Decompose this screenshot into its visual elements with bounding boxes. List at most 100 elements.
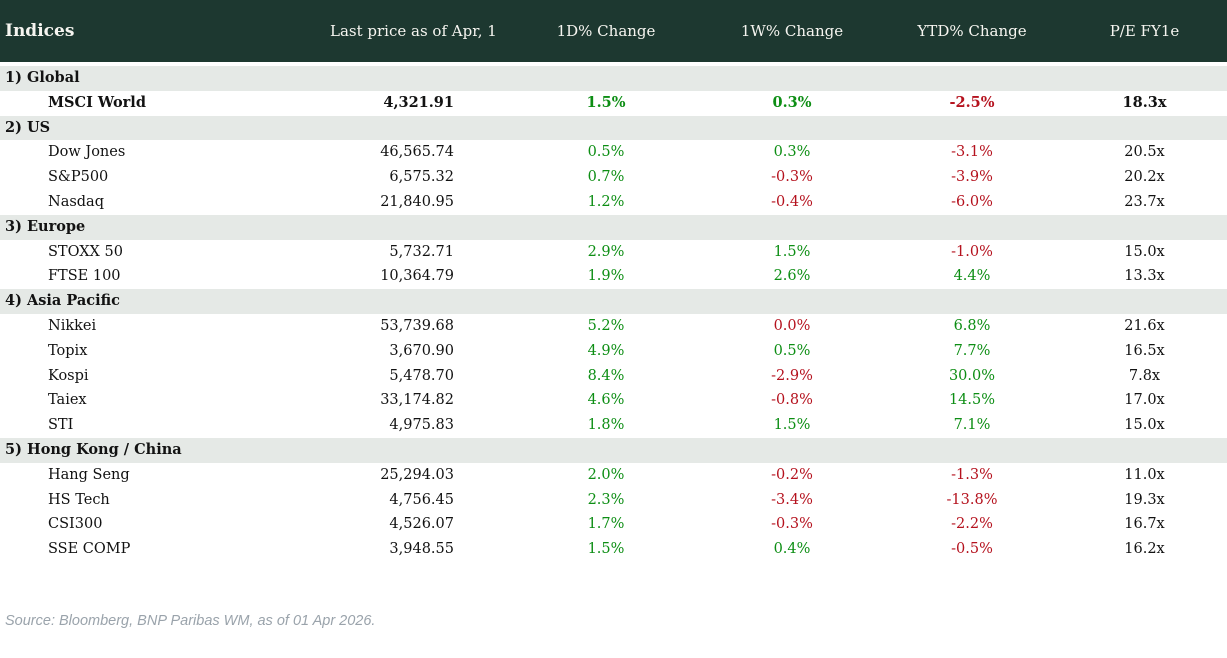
- 1w-change-cell: -0.2%: [771, 466, 813, 483]
- ytd-change-cell: -3.9%: [951, 169, 993, 186]
- table-row: FTSE 100 10,364.79 1.9% 2.6% 4.4% 13.3x: [0, 264, 1227, 290]
- index-name-cell: S&P500: [48, 169, 109, 186]
- col-header-1w-change: 1W% Change: [740, 22, 844, 40]
- indices-table: Indices Last price as of Apr, 1 1D% Chan…: [0, 0, 1227, 562]
- last-price-cell: 4,975.83: [389, 417, 454, 434]
- ytd-change-cell: 7.7%: [953, 342, 991, 359]
- last-price-cell: 5,478.70: [389, 367, 454, 384]
- pe-cell: 15.0x: [1124, 417, 1165, 434]
- ytd-change-cell: 30.0%: [948, 367, 996, 384]
- table-body: 1) Global MSCI World 4,321.91 1.5% 0.3% -2.5%…: [0, 66, 1227, 562]
- ytd-change-cell: 4.4%: [953, 268, 991, 285]
- table-header: Indices Last price as of Apr, 1 1D% Chan…: [0, 0, 1227, 62]
- 1w-change-cell: -0.4%: [771, 193, 813, 210]
- 1d-change-cell: 1.2%: [587, 193, 625, 210]
- last-price-cell: 10,364.79: [380, 268, 454, 285]
- col-header-1d-change: 1D% Change: [556, 22, 656, 40]
- table-row: Taiex 33,174.82 4.6% -0.8% 14.5% 17.0x: [0, 388, 1227, 414]
- ytd-change-cell: -1.0%: [951, 243, 993, 260]
- 1w-change-cell: -2.9%: [771, 367, 813, 384]
- pe-cell: 23.7x: [1124, 193, 1165, 210]
- pe-cell: 16.2x: [1124, 541, 1165, 558]
- last-price-cell: 3,670.90: [389, 342, 454, 359]
- source-note: Source: Bloomberg, BNP Paribas WM, as of…: [5, 612, 376, 629]
- pe-cell: 18.3x: [1122, 93, 1167, 111]
- 1d-change-cell: 1.9%: [587, 268, 625, 285]
- last-price-cell: 25,294.03: [380, 466, 454, 483]
- table-row: S&P500 6,575.32 0.7% -0.3% -3.9% 20.2x: [0, 165, 1227, 190]
- pe-cell: 13.3x: [1124, 268, 1165, 285]
- 1w-change-cell: -3.4%: [771, 491, 813, 508]
- index-name-cell: STOXX 50: [48, 243, 123, 260]
- last-price-cell: 6,575.32: [389, 169, 454, 186]
- section-label: 4) Asia Pacific: [5, 292, 120, 310]
- table-row: Nikkei 53,739.68 5.2% 0.0% 6.8% 21.6x: [0, 313, 1227, 339]
- pe-cell: 7.8x: [1128, 367, 1161, 384]
- 1w-change-cell: 2.6%: [773, 268, 811, 285]
- 1w-change-cell: 0.3%: [773, 144, 811, 161]
- 1w-change-cell: -0.8%: [771, 392, 813, 409]
- last-price-cell: 21,840.95: [380, 193, 454, 210]
- 1d-change-cell: 0.5%: [587, 144, 625, 161]
- section-row: 4) Asia Pacific: [0, 289, 1227, 314]
- col-header-ytd-change: YTD% Change: [917, 22, 1027, 40]
- last-price-cell: 4,756.45: [389, 491, 454, 508]
- table-row: STI 4,975.83 1.8% 1.5% 7.1% 15.0x: [0, 413, 1227, 438]
- section-label: 1) Global: [5, 69, 80, 86]
- section-row: 1) Global: [0, 66, 1227, 91]
- last-price-cell: 4,526.07: [389, 516, 454, 533]
- index-name-cell: Taiex: [48, 392, 87, 409]
- table-row: Dow Jones 46,565.74 0.5% 0.3% -3.1% 20.5x: [0, 140, 1227, 166]
- section-label: 5) Hong Kong / China: [5, 440, 182, 458]
- index-name-cell: STI: [48, 417, 74, 434]
- 1d-change-cell: 1.5%: [586, 93, 626, 111]
- 1w-change-cell: 0.4%: [773, 541, 811, 558]
- ytd-change-cell: -0.5%: [951, 541, 993, 558]
- index-name-cell: Nasdaq: [48, 193, 104, 210]
- ytd-change-cell: 14.5%: [948, 392, 996, 409]
- table-row: Hang Seng 25,294.03 2.0% -0.2% -1.3% 11.0x: [0, 462, 1227, 488]
- 1d-change-cell: 1.5%: [587, 541, 625, 558]
- ytd-change-cell: -3.1%: [951, 144, 993, 161]
- ytd-change-cell: -13.8%: [946, 491, 998, 508]
- table-row: CSI300 4,526.07 1.7% -0.3% -2.2% 16.7x: [0, 512, 1227, 538]
- index-name-cell: Nikkei: [48, 317, 97, 334]
- table-row: STOXX 50 5,732.71 2.9% 1.5% -1.0% 15.0x: [0, 239, 1227, 265]
- table-row: HS Tech 4,756.45 2.3% -3.4% -13.8% 19.3x: [0, 487, 1227, 513]
- 1d-change-cell: 0.7%: [587, 169, 625, 186]
- 1d-change-cell: 1.7%: [587, 516, 625, 533]
- 1d-change-cell: 2.0%: [587, 466, 625, 483]
- section-row: 5) Hong Kong / China: [0, 437, 1227, 463]
- table-row: Kospi 5,478.70 8.4% -2.9% 30.0% 7.8x: [0, 363, 1227, 389]
- index-name-cell: FTSE 100: [48, 268, 121, 285]
- index-name-cell: MSCI World: [48, 93, 146, 111]
- pe-cell: 21.6x: [1124, 317, 1165, 334]
- last-price-cell: 53,739.68: [380, 317, 454, 334]
- 1w-change-cell: 1.5%: [773, 417, 811, 434]
- last-price-cell: 5,732.71: [389, 243, 454, 260]
- pe-cell: 19.3x: [1124, 491, 1165, 508]
- index-name-cell: SSE COMP: [48, 541, 131, 558]
- section-row: 2) US: [0, 115, 1227, 141]
- section-label: 3) Europe: [5, 217, 86, 235]
- index-name-cell: Dow Jones: [48, 144, 126, 161]
- index-name-cell: Kospi: [48, 367, 89, 384]
- table-title: Indices: [5, 21, 75, 41]
- table-row: Topix 3,670.90 4.9% 0.5% 7.7% 16.5x: [0, 338, 1227, 364]
- ytd-change-cell: -1.3%: [951, 466, 993, 483]
- pe-cell: 17.0x: [1124, 392, 1165, 409]
- last-price-cell: 46,565.74: [380, 144, 454, 161]
- index-name-cell: HS Tech: [48, 491, 110, 508]
- ytd-change-cell: -2.2%: [951, 516, 993, 533]
- pe-cell: 16.5x: [1124, 342, 1165, 359]
- table-row: MSCI World 4,321.91 1.5% 0.3% -2.5% 18.3x: [0, 90, 1227, 116]
- pe-cell: 16.7x: [1124, 516, 1165, 533]
- table-row: SSE COMP 3,948.55 1.5% 0.4% -0.5% 16.2x: [0, 537, 1227, 562]
- 1d-change-cell: 4.9%: [587, 342, 625, 359]
- index-name-cell: CSI300: [48, 516, 103, 533]
- 1d-change-cell: 8.4%: [587, 367, 625, 384]
- 1w-change-cell: 0.3%: [772, 93, 812, 111]
- index-name-cell: Hang Seng: [48, 466, 130, 483]
- 1w-change-cell: 0.0%: [773, 317, 811, 334]
- pe-cell: 15.0x: [1124, 243, 1165, 260]
